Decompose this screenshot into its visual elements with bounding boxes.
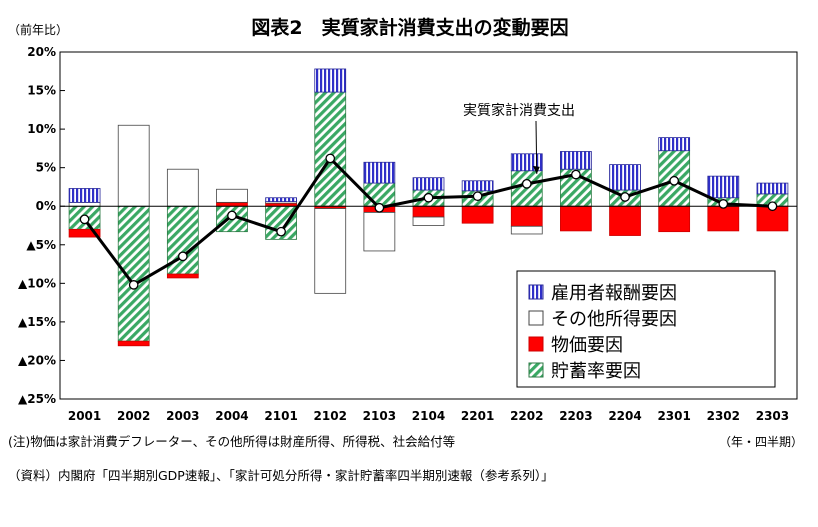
bar-segment [117,124,150,207]
legend-swatch [528,284,544,300]
x-tick-label: 2003 [166,409,199,423]
note-2: （資料）内閣府「四半期別GDP速報」、「家計可処分所得・家計貯蓄率四半期別速報（… [8,468,554,483]
x-tick-label: 2102 [314,409,347,423]
bar-segment [461,180,494,192]
bar-segment [609,205,641,236]
legend-box [516,270,776,388]
bar-segment [510,205,543,227]
y-tick-label: 15% [27,84,56,98]
bar-segment [363,182,396,207]
total-line-point [276,226,286,237]
total-line-point [227,210,237,221]
bar-segment [363,161,396,184]
bar-segment [412,216,445,226]
note-1: (注)物価は家計消費デフレーター、その他所得は財産所得、所得税、社会給付等 [8,434,455,449]
bar-segment [216,201,248,207]
bar-segment [216,188,248,203]
bar-segment [609,164,641,191]
bar-segment [658,137,691,152]
total-line-point [571,169,581,180]
bar-segment [68,228,101,238]
legend-label: 貯蓄率要因 [551,361,641,382]
x-axis-label: （年・四半期） [719,435,803,449]
x-tick-label: 2301 [657,409,690,423]
legend-swatch [528,362,544,378]
x-tick-label: 2104 [412,409,445,423]
y-tick-label: ▲10% [18,276,56,290]
total-line-point [325,153,336,164]
total-line-point [620,192,630,202]
bar-segment [314,91,347,207]
x-tick-label: 2201 [461,409,494,423]
y-tick-label: 0% [36,199,56,213]
bar-segment [707,175,740,199]
x-tick-label: 2103 [363,409,396,423]
x-tick-label: 2101 [264,409,297,423]
total-line-point [669,175,680,186]
bar-segment [707,205,740,232]
legend-label: その他所得要因 [551,309,677,330]
legend-label: 物価要因 [551,335,623,356]
x-tick-label: 2202 [510,409,543,423]
bar-segment [756,182,789,195]
y-axis-label: （前年比） [8,22,68,37]
line-annotation: 実質家計消費支出 [463,102,575,119]
x-tick-label: 2203 [559,409,592,423]
y-tick-label: ▲15% [18,315,56,329]
x-tick-label: 2004 [215,409,248,423]
bar-segment [363,211,396,252]
bar-segment [68,201,101,207]
bar-segment [412,205,445,218]
y-tick-label: 20% [27,45,56,59]
chart-title: 図表2 実質家計消費支出の変動要因 [251,16,568,39]
total-line-point [718,199,729,209]
annotation-arrowhead [532,165,540,174]
legend-swatch [528,336,544,352]
total-line-point [128,280,139,290]
annotation-arrow-line [535,120,538,174]
bar-segment [314,208,347,294]
total-line-point [423,192,434,203]
bar-segment [510,225,543,235]
total-line-point [472,191,483,202]
legend-label: 雇用者報酬要因 [551,283,677,304]
bar-segment [658,205,691,233]
bar-segment [117,205,150,342]
bar-segment [412,177,445,191]
x-tick-label: 2303 [756,409,789,423]
bar-segment [314,68,347,93]
x-tick-label: 2001 [68,409,101,423]
legend-swatch [528,310,544,326]
bar-segment [68,188,101,203]
x-tick-label: 2002 [117,409,150,423]
y-tick-label: 5% [36,161,56,175]
bar-segment [166,168,199,207]
bar-segment [560,205,592,232]
total-line-point [767,201,778,212]
y-tick-label: ▲5% [26,238,56,252]
bar-segment [265,205,297,240]
y-tick-label: ▲20% [18,353,56,367]
total-line-point [79,214,90,225]
y-tick-label: 10% [27,122,56,136]
plot-frame [59,51,798,400]
bar-segment [461,205,494,224]
total-line-point [521,179,532,189]
y-tick-label: ▲25% [18,392,56,406]
total-line-point [374,202,385,213]
total-line-point [177,251,188,262]
x-tick-label: 2302 [707,409,740,423]
bar-segment [117,340,150,347]
plot-area: 20% 15% 10% 5% 0% ▲5% ▲10% ▲15% ▲20% ▲25% 2001 2002… [18,45,798,423]
bar-segment [166,273,199,279]
bar-segment [265,197,297,202]
bar-segment [560,151,592,170]
x-tick-label: 2204 [608,409,641,423]
